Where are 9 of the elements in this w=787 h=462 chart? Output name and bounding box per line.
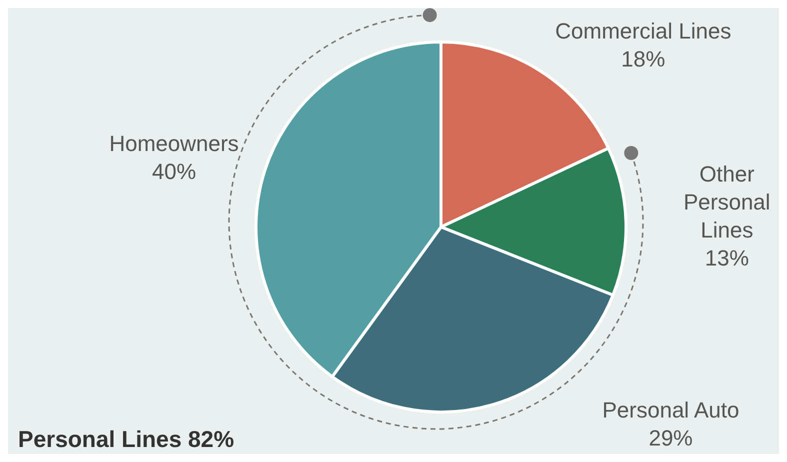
slice-label: Personal Auto [602, 397, 740, 422]
text: Personal Lines 82% [18, 426, 234, 453]
slice-label: Commercial Lines [555, 18, 732, 44]
slice-label: Homeowners [109, 130, 239, 156]
slice-label: Other Personal Lines [683, 160, 770, 242]
data-label: 13% [704, 244, 749, 270]
data-label: 40% [152, 158, 196, 184]
data-label: 29% [648, 425, 693, 450]
data-label: 18% [621, 46, 666, 72]
